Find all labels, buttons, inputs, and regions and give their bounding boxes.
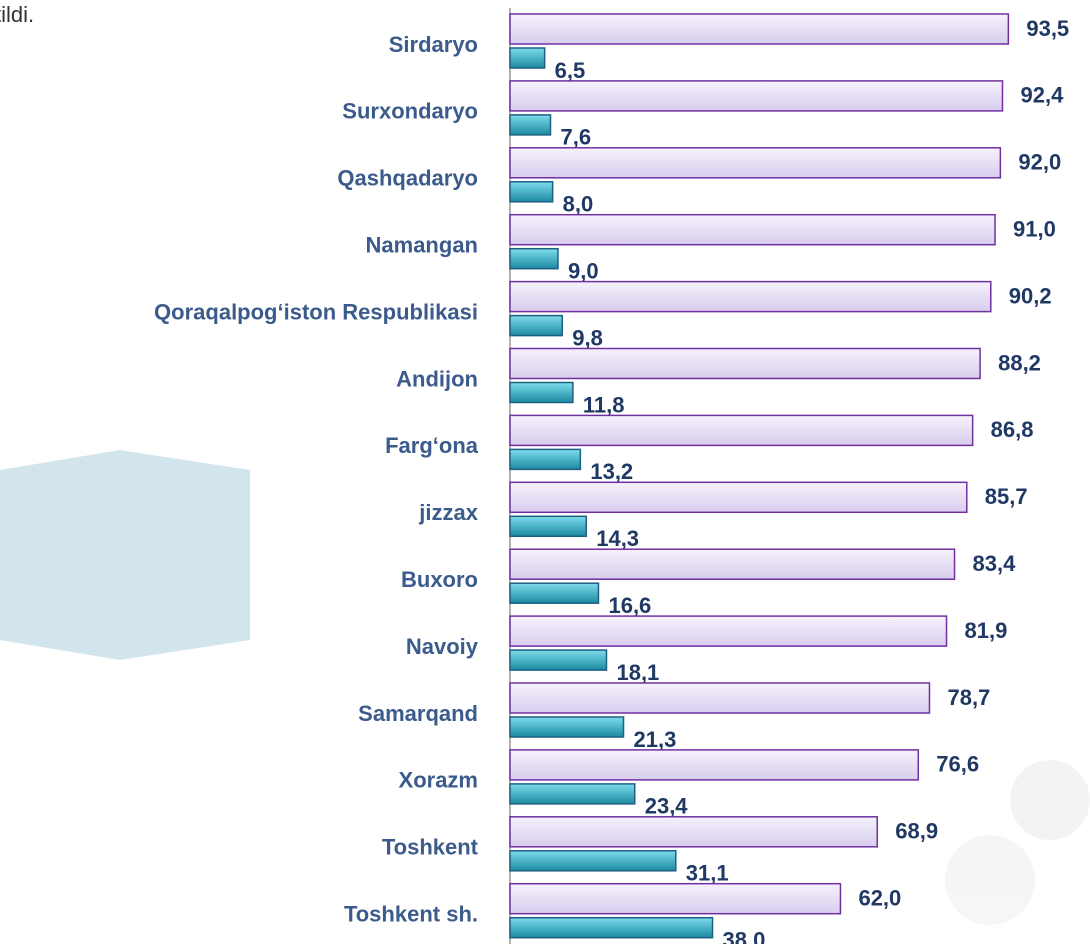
page: {"chart_data": {"type": "bar", "orientat… xyxy=(0,0,1090,944)
value-label: 91,0 xyxy=(1013,217,1056,242)
value-label: 9,0 xyxy=(568,259,599,284)
note-text: tildi. xyxy=(0,2,34,27)
category-label: Qashqadaryo xyxy=(337,166,478,191)
bar xyxy=(510,316,562,336)
bar xyxy=(510,14,1008,44)
value-label: 76,6 xyxy=(936,752,979,777)
value-label: 16,6 xyxy=(608,593,651,618)
bar xyxy=(510,81,1002,111)
bar xyxy=(510,516,586,536)
value-label: 92,4 xyxy=(1020,83,1064,108)
category-label: Farg‘ona xyxy=(385,433,479,458)
value-label: 7,6 xyxy=(561,125,592,150)
bar xyxy=(510,817,877,847)
value-label: 38,0 xyxy=(723,928,766,944)
value-label: 11,8 xyxy=(583,392,625,417)
bar xyxy=(510,650,606,670)
bar xyxy=(510,851,676,871)
chart: tildi. Sirdaryo 93,5 6,5 Surxondaryo 92,4 7,6… xyxy=(0,0,1090,944)
bar xyxy=(510,750,918,780)
bar xyxy=(510,549,955,579)
bar xyxy=(510,583,598,603)
bar xyxy=(510,918,713,938)
value-label: 68,9 xyxy=(895,819,938,844)
value-label: 18,1 xyxy=(616,660,659,685)
value-label: 31,1 xyxy=(686,861,729,886)
bar xyxy=(510,48,545,68)
value-label: 9,8 xyxy=(572,325,603,350)
bar xyxy=(510,383,573,403)
bar xyxy=(510,215,995,245)
category-label: jizzax xyxy=(418,500,478,525)
bar xyxy=(510,717,624,737)
value-label: 14,3 xyxy=(596,526,639,551)
category-label: Buxoro xyxy=(401,567,478,592)
category-label: Toshkent sh. xyxy=(344,902,478,927)
value-label: 88,2 xyxy=(998,350,1041,375)
category-label: Toshkent xyxy=(382,835,479,860)
bar xyxy=(510,482,967,512)
value-label: 83,4 xyxy=(973,551,1017,576)
bar xyxy=(510,784,635,804)
value-label: 90,2 xyxy=(1009,283,1052,308)
value-label: 78,7 xyxy=(947,685,990,710)
bar xyxy=(510,282,991,312)
value-label: 6,5 xyxy=(555,58,586,83)
value-label: 86,8 xyxy=(991,417,1034,442)
value-label: 62,0 xyxy=(858,886,901,911)
bar xyxy=(510,148,1000,178)
value-label: 21,3 xyxy=(634,727,677,752)
bar xyxy=(510,115,551,135)
value-label: 8,0 xyxy=(563,192,594,217)
category-label: Sirdaryo xyxy=(389,32,478,57)
bar xyxy=(510,415,973,445)
category-label: Namangan xyxy=(366,233,478,258)
value-label: 13,2 xyxy=(590,459,633,484)
category-label: Samarqand xyxy=(358,701,478,726)
category-label: Qoraqalpog‘iston Respublikasi xyxy=(154,299,478,324)
value-label: 23,4 xyxy=(645,794,689,819)
bar xyxy=(510,249,558,269)
category-label: Andijon xyxy=(396,366,478,391)
category-label: Xorazm xyxy=(399,768,478,793)
value-label: 81,9 xyxy=(965,618,1008,643)
bar xyxy=(510,884,840,914)
bar xyxy=(510,349,980,379)
category-label: Navoiy xyxy=(406,634,479,659)
value-label: 85,7 xyxy=(985,484,1028,509)
bar xyxy=(510,449,580,469)
bar xyxy=(510,616,947,646)
bar xyxy=(510,683,929,713)
value-label: 93,5 xyxy=(1026,16,1069,41)
value-label: 92,0 xyxy=(1018,150,1061,175)
bar xyxy=(510,182,553,202)
category-label: Surxondaryo xyxy=(342,99,478,124)
